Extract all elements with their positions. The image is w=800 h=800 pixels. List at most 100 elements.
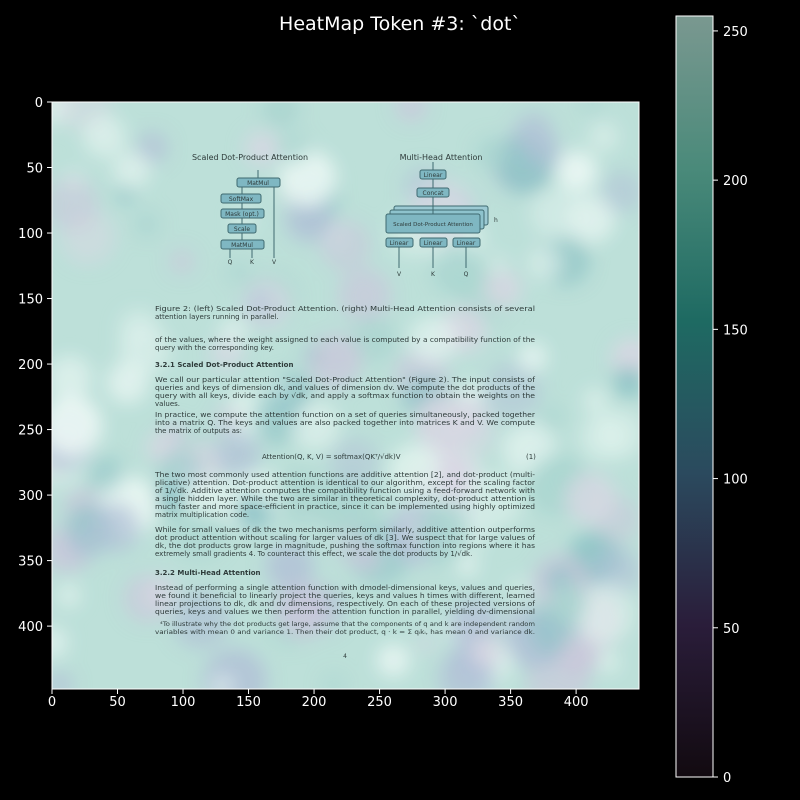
small-line-1: While for small values of dk the two mec… <box>155 526 535 534</box>
y-tick-label: 0 <box>35 96 43 111</box>
heat-blob <box>83 114 126 158</box>
equation: Attention(Q, K, V) = softmax(QKᵀ/√dk)V <box>262 453 401 461</box>
section-3-2-1-heading: 3.2.1 Scaled Dot-Product Attention <box>155 361 293 369</box>
x-tick-label: 0 <box>48 695 56 710</box>
heat-blob <box>435 459 463 487</box>
left-box-scale: Scale <box>234 226 250 233</box>
left-input-v: V <box>272 259 277 266</box>
section-3-2-2-heading: 3.2.2 Multi-Head Attention <box>155 569 261 577</box>
right-input-k: K <box>431 271 436 278</box>
heat-blob <box>168 248 196 275</box>
left-input-q: Q <box>228 259 233 266</box>
heat-blob <box>548 583 587 622</box>
x-tick-label: 350 <box>498 695 523 710</box>
heat-blob <box>582 387 608 414</box>
plot-frame <box>51 101 640 690</box>
heat-blob <box>579 102 606 116</box>
heat-blob <box>463 472 522 531</box>
common-line-1: The two most commonly used attention fun… <box>154 471 536 479</box>
heat-blob <box>244 130 280 167</box>
heat-blob <box>134 211 160 238</box>
document-overlay: Scaled Dot-Product Attention MatMul Soft… <box>154 153 536 660</box>
colorbar-tick-label: 0 <box>723 771 731 786</box>
colorbar-tick-label: 50 <box>723 622 740 637</box>
practice-line-2: into a matrix Q. The keys and values are… <box>155 419 535 427</box>
heat-blob <box>226 260 250 284</box>
heat-blob <box>542 407 563 428</box>
right-box-linear-3: Linear <box>457 240 476 247</box>
heat-blob <box>142 576 178 612</box>
practice-line-3: the matrix of outputs as: <box>155 427 242 435</box>
heat-blob <box>211 675 234 689</box>
heat-blob <box>248 470 280 502</box>
heat-blob <box>513 112 554 153</box>
p322-line-4: queries, keys and values we then perform… <box>155 608 535 616</box>
heat-blob <box>90 502 141 553</box>
heat-blob <box>261 102 300 128</box>
x-tick-label: 300 <box>433 695 458 710</box>
right-diagram-title: Multi-Head Attention <box>400 153 483 162</box>
small-line-2: dot product attention without scaling fo… <box>155 534 536 542</box>
heat-blob <box>273 470 328 525</box>
heat-blob <box>245 289 275 319</box>
heat-blob <box>573 581 636 644</box>
equation-number: (1) <box>526 453 536 461</box>
heat-blob <box>52 176 99 230</box>
heat-blob <box>351 543 380 572</box>
heat-blob <box>277 131 311 166</box>
heat-blob <box>118 308 159 349</box>
heat-blob <box>613 365 639 398</box>
x-tick-label: 150 <box>236 695 261 710</box>
colorbar-tick-label: 250 <box>723 25 748 40</box>
heat-blob <box>564 472 617 525</box>
heat-blob <box>136 131 169 164</box>
right-input-v: V <box>397 271 402 278</box>
chart-title: HeatMap Token #3: `dot` <box>279 13 521 35</box>
heat-blob <box>157 449 203 495</box>
heat-blob <box>171 590 230 649</box>
heat-blob <box>112 151 151 190</box>
heat-blob <box>406 476 429 498</box>
right-box-linear-top: Linear <box>424 172 443 179</box>
heat-blob <box>388 443 444 500</box>
heat-blob <box>290 401 340 451</box>
left-box-matmul-bottom: MatMul <box>231 242 253 249</box>
y-tick-label: 100 <box>18 227 43 242</box>
y-tick-label: 200 <box>18 358 43 373</box>
heat-blob <box>528 246 562 280</box>
heat-blob <box>483 361 542 421</box>
page-number: 4 <box>343 653 347 660</box>
right-input-q: Q <box>464 271 469 278</box>
x-tick-label: 100 <box>171 695 196 710</box>
left-diagram-title: Scaled Dot-Product Attention <box>192 153 308 162</box>
common-line-6: matrix multiplication code. <box>155 511 249 519</box>
heat-blob <box>588 121 620 153</box>
practice-line-1: In practice, we compute the attention fu… <box>155 411 535 419</box>
y-tick-label: 350 <box>18 555 43 570</box>
colorbar <box>675 15 714 778</box>
heat-blob <box>558 636 600 678</box>
heat-blob <box>52 355 92 401</box>
colorbar-axis: 0 50 100 150 200 250 <box>713 25 748 786</box>
common-line-2: plicative) attention. Dot-product attent… <box>155 479 535 487</box>
p322-line-3: linear projections to dk, dk and dv dime… <box>155 600 536 608</box>
right-box-linear-2: Linear <box>424 240 443 247</box>
heat-blob <box>457 555 478 577</box>
p321-line-1: We call our particular attention "Scaled… <box>155 376 536 384</box>
x-tick-label: 50 <box>109 695 126 710</box>
heat-blob <box>317 475 380 538</box>
heat-blob <box>529 187 582 240</box>
footnote-line-1: ⁴To illustrate why the dot products get … <box>160 621 535 628</box>
p322-line-2: we found it beneficial to linearly proje… <box>155 592 535 600</box>
heat-blob <box>193 478 234 519</box>
heat-blob <box>349 316 396 363</box>
colorbar-tick-label: 100 <box>723 473 748 488</box>
right-box-attention: Scaled Dot-Product Attention <box>393 222 473 228</box>
heatmap-image: Scaled Dot-Product Attention MatMul Soft… <box>52 102 639 689</box>
small-line-3: dk, the dot products grow large in magni… <box>155 542 535 550</box>
left-box-softmax: SoftMax <box>229 196 254 203</box>
heat-blob <box>274 583 329 638</box>
small-line-4: extremely small gradients 4. To countera… <box>155 550 472 558</box>
common-line-3: of 1/√dk. Additive attention computes th… <box>155 487 535 495</box>
